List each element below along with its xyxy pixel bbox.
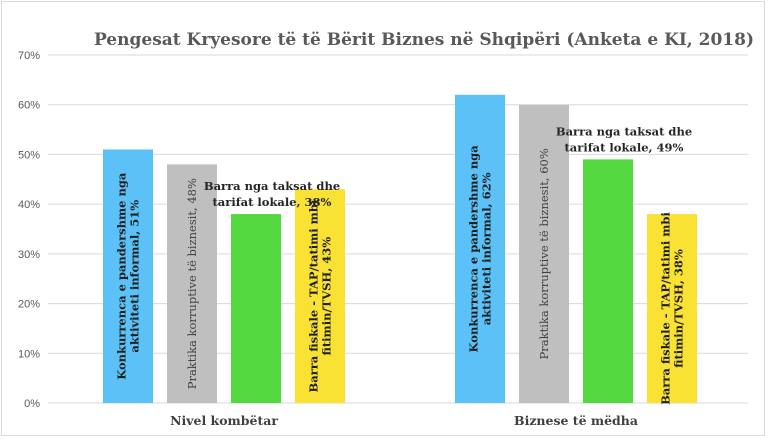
data-labels: Konkurrenca e pandershme ngaaktiviteti i… <box>115 124 693 405</box>
bar-3-1 <box>231 214 281 403</box>
bars <box>103 94 697 404</box>
bar-4-1 <box>295 189 345 403</box>
y-axis-tick-labels: 0% 10% 20% 30% 40% 50% 60% 70% <box>18 50 40 410</box>
bar-1-2 <box>455 94 505 404</box>
bar-1-1 <box>103 149 153 403</box>
category-labels: Nivel kombëtar Biznese të mëdha <box>170 413 638 428</box>
y-tick-label: 20% <box>18 299 40 311</box>
y-tick-label: 70% <box>18 50 40 62</box>
category-label: Nivel kombëtar <box>170 413 278 428</box>
bar-2-2 <box>519 104 569 403</box>
data-label: Barra nga taksat dhe tarifat lokale, 49% <box>556 124 692 154</box>
data-label: Konkurrenca e pandershme ngaaktiviteti i… <box>467 145 494 353</box>
data-label: Praktika korruptive të biznesit, 48% <box>185 178 199 389</box>
y-tick-label: 60% <box>18 100 40 112</box>
bar-2-1 <box>167 164 217 403</box>
y-tick-label: 0% <box>24 398 40 410</box>
bar-3-2 <box>583 159 633 403</box>
y-tick-label: 30% <box>18 249 40 261</box>
y-tick-label: 50% <box>18 149 40 161</box>
data-label: Konkurrenca e pandershme ngaaktiviteti i… <box>115 172 142 380</box>
data-label: Barra nga taksat dhe tarifat lokale, 38% <box>204 179 340 209</box>
data-label: Barra fiskale - TAP/tatimi mbifitimin/TV… <box>659 212 686 405</box>
chart-title: Pengesat Kryesore të të Bërit Biznes në … <box>94 30 754 50</box>
category-label: Biznese të mëdha <box>514 413 638 428</box>
y-tick-label: 40% <box>18 199 40 211</box>
data-label: Praktika korruptive të biznesit, 60% <box>537 148 551 359</box>
bar-4-2 <box>647 214 697 403</box>
y-tick-label: 10% <box>18 348 40 360</box>
data-label: Barra fiskale - TAP/tatimi mbifitimin/TV… <box>307 199 334 392</box>
